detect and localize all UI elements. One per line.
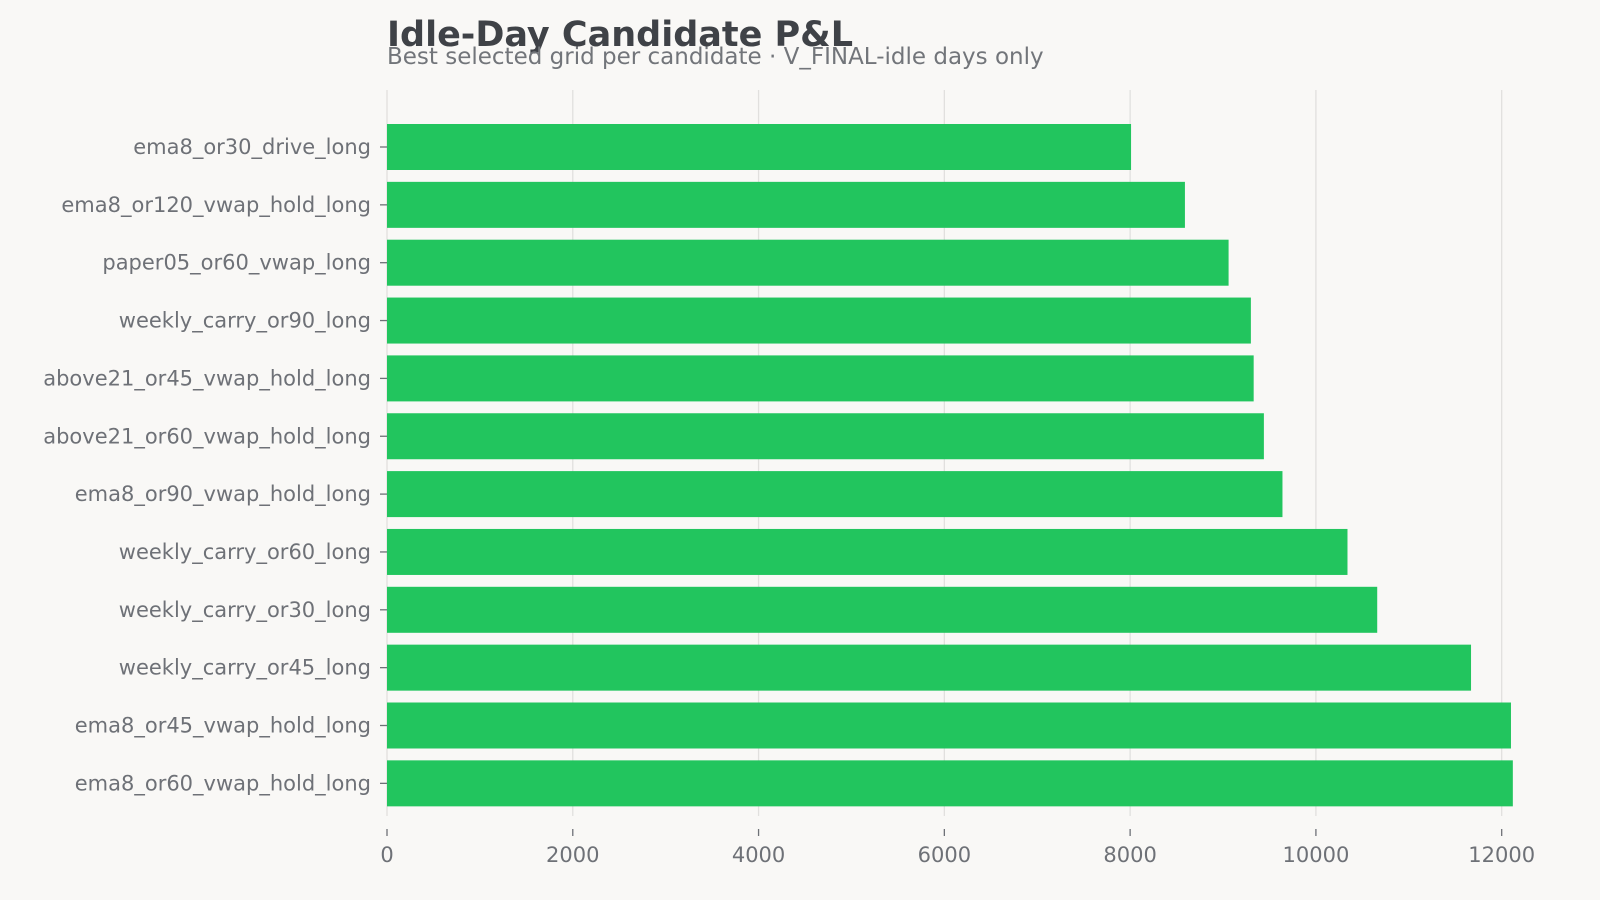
bar-weekly_carry_or60_long [387, 528, 1348, 575]
bar-weekly_carry_or90_long [387, 297, 1251, 344]
xtick-label-0: 0 [380, 843, 393, 867]
xtick-label-2: 4000 [732, 843, 785, 867]
x-axis: 0 2000 4000 6000 8000 10000 12000 [380, 829, 1535, 867]
ytick-label-6: ema8_or90_vwap_hold_long [75, 482, 371, 507]
bar-ema8_or30_drive_long [387, 124, 1132, 170]
ytick-label-9: weekly_carry_or45_long [119, 656, 371, 681]
xtick-label-6: 12000 [1468, 843, 1535, 867]
bar-above21_or60_vwap_hold_long [387, 413, 1264, 460]
ytick-label-0: ema8_or30_drive_long [133, 135, 371, 160]
xtick-label-1: 2000 [546, 843, 599, 867]
bar-above21_or45_vwap_hold_long [387, 355, 1254, 402]
ytick-label-1: ema8_or120_vwap_hold_long [61, 193, 371, 218]
bar-ema8_or120_vwap_hold_long [387, 181, 1185, 228]
chart-subtitle: Best selected grid per candidate · V_FIN… [387, 44, 1044, 70]
ytick-label-3: weekly_carry_or90_long [119, 309, 371, 334]
chart-title: Idle-Day Candidate P&L [387, 15, 854, 55]
y-axis: ema8_or30_drive_long ema8_or120_vwap_hold… [43, 135, 387, 796]
ytick-label-5: above21_or60_vwap_hold_long [43, 424, 371, 449]
bar-ema8_or90_vwap_hold_long [387, 471, 1283, 518]
bar-weekly_carry_or45_long [387, 644, 1472, 691]
bar-ema8_or45_vwap_hold_long [387, 702, 1511, 749]
xtick-label-3: 6000 [918, 843, 971, 867]
ytick-label-2: paper05_or60_vwap_long [102, 251, 371, 276]
xtick-label-5: 10000 [1283, 843, 1350, 867]
bar-layer [387, 124, 1513, 807]
ytick-label-7: weekly_carry_or60_long [119, 540, 371, 565]
bar-paper05_or60_vwap_long [387, 239, 1229, 286]
ytick-label-11: ema8_or60_vwap_hold_long [75, 771, 371, 796]
ytick-label-8: weekly_carry_or30_long [119, 598, 371, 623]
ytick-label-10: ema8_or45_vwap_hold_long [75, 714, 371, 739]
xtick-label-4: 8000 [1103, 843, 1156, 867]
bar-ema8_or60_vwap_hold_long [387, 760, 1513, 807]
bar-weekly_carry_or30_long [387, 586, 1378, 633]
ytick-label-4: above21_or45_vwap_hold_long [43, 366, 371, 391]
